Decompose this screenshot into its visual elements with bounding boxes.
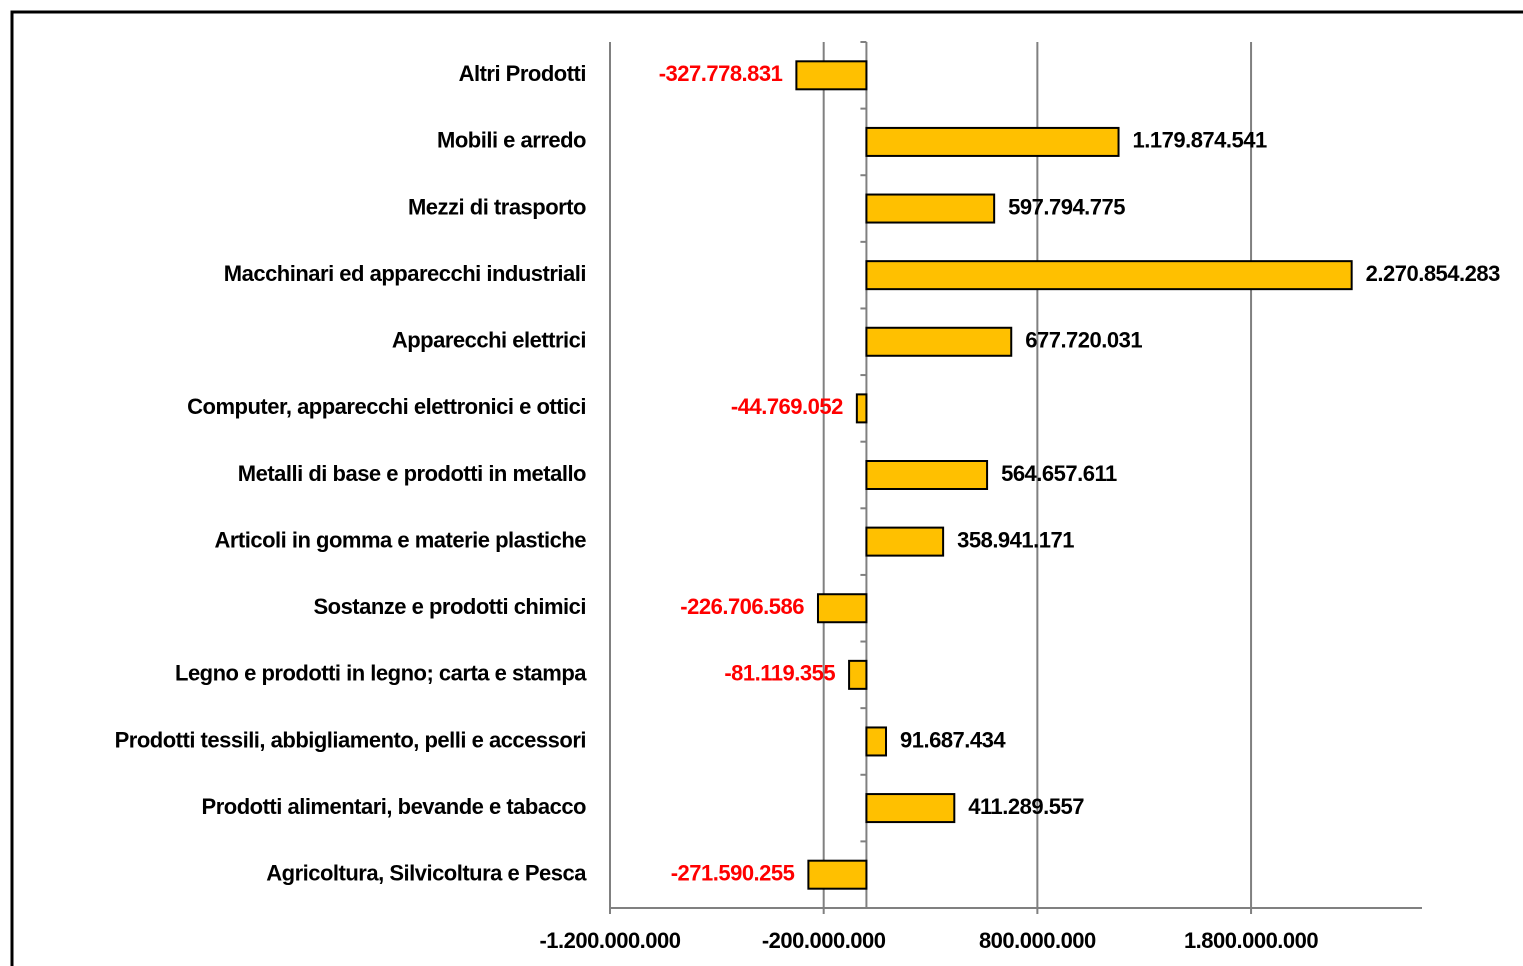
bar: [865, 326, 1013, 357]
bar: [865, 526, 945, 557]
value-label: 2.270.854.283: [1366, 261, 1500, 286]
bar: [807, 859, 868, 890]
bar: [816, 593, 868, 624]
x-tick-label: -1.200.000.000: [539, 928, 680, 953]
y-tick-label: Legno e prodotti in legno; carta e stamp…: [175, 661, 587, 686]
value-label: -271.590.255: [671, 861, 795, 886]
value-label: 91.687.434: [900, 727, 1006, 752]
bar: [865, 460, 989, 490]
value-label: 677.720.031: [1025, 328, 1142, 353]
y-tick-label: Prodotti tessili, abbigliamento, pelli e…: [115, 727, 586, 752]
y-tick-label: Altri Prodotti: [459, 61, 586, 86]
y-tick-label: Metalli di base e prodotti in metallo: [238, 461, 586, 486]
frame: [10, 10, 1523, 966]
bar: [865, 726, 888, 757]
value-label: -81.119.355: [724, 661, 835, 686]
value-label: 564.657.611: [1001, 461, 1117, 486]
bar: [848, 659, 868, 690]
bar: [795, 60, 868, 91]
bar: [865, 126, 1120, 157]
value-label: -44.769.052: [731, 394, 843, 419]
y-tick-label: Agricoltura, Silvicoltura e Pesca: [266, 861, 587, 886]
value-label: -226.706.586: [680, 594, 804, 619]
value-label: -327.778.831: [659, 61, 783, 86]
y-tick-label: Mobili e arredo: [437, 128, 586, 153]
value-label: 411.289.557: [968, 794, 1084, 819]
bar: [865, 193, 996, 224]
x-tick-label: -200.000.000: [762, 928, 886, 953]
y-tick-label: Prodotti alimentari, bevande e tabacco: [202, 794, 587, 819]
x-tick-label: 1.800.000.000: [1184, 928, 1318, 953]
y-tick-label: Macchinari ed apparecchi industriali: [224, 261, 586, 286]
value-label: 1.179.874.541: [1133, 128, 1267, 153]
value-label: 358.941.171: [957, 527, 1074, 552]
y-tick-label: Apparecchi elettrici: [392, 328, 586, 353]
bar: [865, 793, 956, 824]
x-tick-label: 800.000.000: [979, 928, 1096, 953]
y-tick-label: Mezzi di trasporto: [408, 194, 586, 219]
y-tick-label: Computer, apparecchi elettronici e ottic…: [187, 394, 586, 419]
value-label: 597.794.775: [1008, 194, 1125, 219]
bar: [855, 393, 868, 424]
y-tick-label: Sostanze e prodotti chimici: [313, 594, 586, 619]
bar: [865, 260, 1353, 291]
y-tick-label: Articoli in gomma e materie plastiche: [214, 527, 586, 552]
